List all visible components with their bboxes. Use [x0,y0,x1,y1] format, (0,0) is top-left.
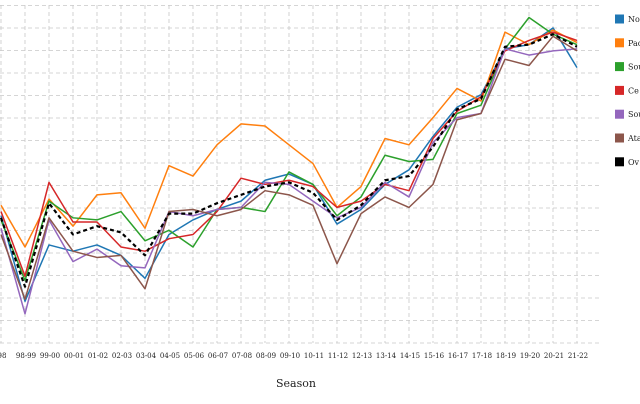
x-tick-label: 04-05 [160,352,180,360]
legend-swatch [615,109,624,119]
x-tick-label: 13-14 [376,352,397,360]
gridlines [0,5,600,344]
x-tick-label: 19-20 [520,352,540,360]
legend: No Pac Sou Ce Sou Ata Ov [615,14,640,167]
x-tick-label: 15-16 [424,352,445,360]
series-line-3 [0,16,578,282]
x-tick-label: 09-10 [280,352,300,360]
x-tick-label: 99-00 [40,352,60,360]
series-line-6 [0,35,578,300]
series-line-1 [0,27,578,303]
legend-label: Ov [628,158,640,167]
series-line-2 [0,29,578,248]
x-tick-label: 06-07 [208,352,228,360]
x-tick-label: 21-22 [568,352,588,360]
x-tick-label: 98 [0,352,6,360]
x-axis-title: Season [276,377,316,390]
x-tick-label: 11-12 [328,352,348,360]
legend-swatch [615,38,624,48]
legend-swatch [615,14,624,24]
x-tick-label: 16-17 [448,352,468,360]
series-line-7 [0,33,578,288]
x-tick-label: 12-13 [352,352,372,360]
x-tick-label: 98-99 [16,352,36,360]
legend-swatch [615,85,624,95]
x-tick-label: 18-19 [496,352,516,360]
legend-swatch [615,62,624,72]
legend-label: Pac [628,39,640,48]
x-tick-label: 01-02 [88,352,108,360]
x-tick-label: 08-09 [256,352,276,360]
x-tick-label: 14-15 [400,352,420,360]
legend-label: No [628,15,640,24]
x-tick-label: 17-18 [472,352,492,360]
legend-label: Sou [628,110,640,119]
x-tick-label: 03-04 [136,352,157,360]
x-tick-label: 05-06 [184,352,205,360]
legend-label: Ce [628,86,639,95]
series-lines [0,16,578,315]
legend-label: Ata [627,134,640,143]
x-tick-label: 10-11 [304,352,324,360]
x-tick-label: 02-03 [112,352,132,360]
x-tick-label: 00-01 [64,352,84,360]
legend-swatch [615,133,624,143]
x-tick-label: 20-21 [544,352,564,360]
legend-swatch [615,157,624,167]
x-tick-label: 07-08 [232,352,252,360]
legend-label: Sou [628,63,640,72]
